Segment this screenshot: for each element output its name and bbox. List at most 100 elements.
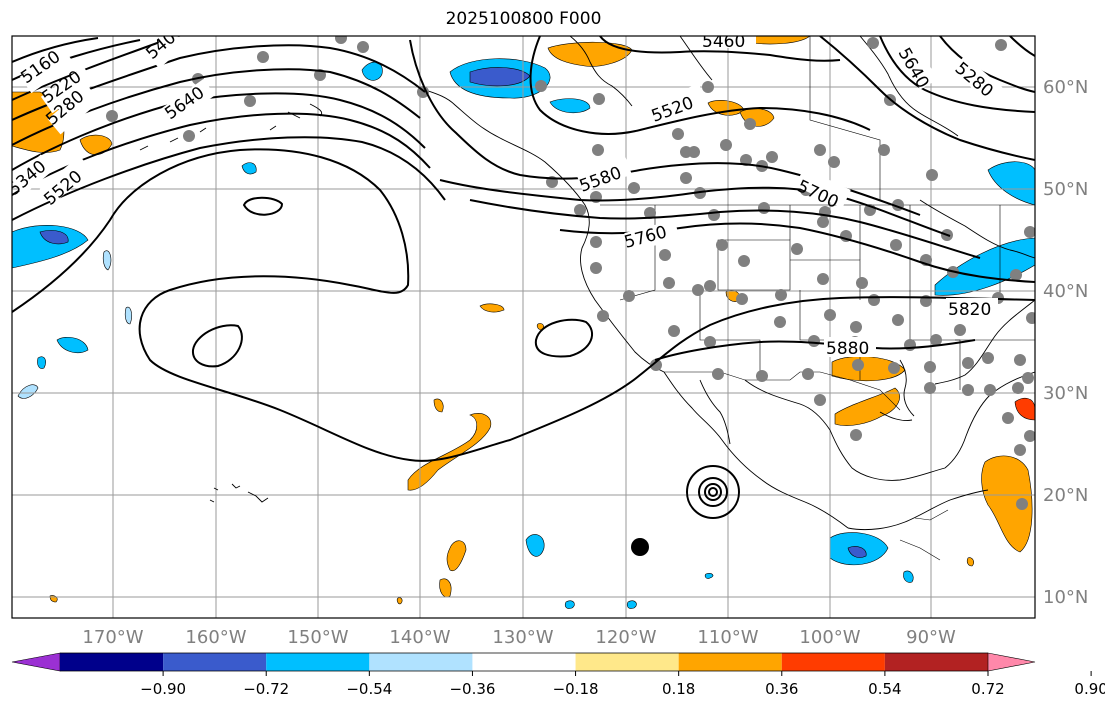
colorbar-tick-label: 0.18 (662, 680, 695, 698)
station-marker (712, 368, 724, 380)
lat-lon-grid (12, 36, 1035, 618)
station-marker (623, 290, 635, 302)
colorbar-extend-high (987, 652, 1036, 672)
station-marker (758, 202, 770, 214)
colorbar-outline (60, 652, 988, 672)
station-marker (592, 144, 604, 156)
station-marker (1014, 354, 1026, 366)
lon-label-140w: 140°W (389, 627, 450, 648)
station-marker (817, 273, 829, 285)
station-marker (183, 130, 195, 142)
station-marker (962, 357, 974, 369)
station-marker (1022, 372, 1034, 384)
lat-label-30n: 30°N (1043, 383, 1088, 404)
colorbar-segment (575, 653, 679, 671)
station-marker (774, 316, 786, 328)
lat-label-10n: 10°N (1043, 587, 1088, 608)
station-marker (716, 239, 728, 251)
station-marker (1002, 412, 1014, 424)
station-marker (1016, 498, 1028, 510)
lon-label-120w: 120°W (595, 627, 656, 648)
station-marker (740, 154, 752, 166)
station-marker (926, 169, 938, 181)
lon-label-110w: 110°W (697, 627, 758, 648)
station-marker (736, 293, 748, 305)
station-marker (1014, 444, 1026, 456)
height-contours (12, 36, 1035, 519)
station-marker (1024, 430, 1035, 442)
lon-label-160w: 160°W (185, 627, 246, 648)
station-marker (590, 236, 602, 248)
station-marker (814, 144, 826, 156)
station-marker (597, 310, 609, 322)
station-marker (244, 95, 256, 107)
station-marker (744, 118, 756, 130)
station-marker (924, 382, 936, 394)
colorbar-segment (472, 653, 576, 671)
station-marker (808, 335, 820, 347)
station-marker (888, 362, 900, 374)
colorbar-tick-label: −0.18 (553, 680, 599, 698)
station-marker (802, 368, 814, 380)
lat-label-60n: 60°N (1043, 77, 1088, 98)
station-marker (650, 359, 662, 371)
colorbar-tick-label: 0.54 (868, 680, 901, 698)
lon-label-170w: 170°W (82, 627, 143, 648)
station-marker (852, 359, 864, 371)
station-marker (984, 384, 996, 396)
station-marker (680, 172, 692, 184)
station-marker (688, 146, 700, 158)
longitude-labels: 170°W 160°W 150°W 140°W 130°W 120°W 110°… (82, 627, 956, 648)
negative-anomaly-shading (12, 58, 1035, 609)
station-marker (954, 324, 966, 336)
map-frame (11, 35, 1036, 619)
lat-label-20n: 20°N (1043, 485, 1088, 506)
station-marker (738, 255, 750, 267)
station-marker (708, 209, 720, 221)
colorbar-segment (884, 653, 988, 671)
storm-center-marker (631, 538, 649, 556)
lat-label-50n: 50°N (1043, 179, 1088, 200)
station-marker (962, 384, 974, 396)
colorbar-segment (266, 653, 370, 671)
station-marker (335, 36, 347, 44)
station-marker (892, 314, 904, 326)
station-marker (593, 93, 605, 105)
station-marker (904, 339, 916, 351)
station-marker (1024, 226, 1035, 238)
colorbar-segment (678, 653, 782, 671)
station-marker (663, 277, 675, 289)
station-marker (628, 182, 640, 194)
station-marker (791, 243, 803, 255)
station-marker (878, 144, 890, 156)
colorbar-tick-label: 0.72 (971, 680, 1004, 698)
colorbar-tick-label: −0.54 (346, 680, 392, 698)
lon-label-130w: 130°W (492, 627, 553, 648)
station-marker (850, 429, 862, 441)
station-marker (535, 80, 547, 92)
station-marker (692, 284, 704, 296)
colorbar-tick-label: −0.90 (140, 680, 186, 698)
lon-label-150w: 150°W (287, 627, 348, 648)
station-marker (702, 81, 714, 93)
station-marker (817, 216, 829, 228)
station-marker (766, 151, 778, 163)
colorbar-tick-label: 0.36 (765, 680, 798, 698)
station-marker (856, 277, 868, 289)
lon-label-90w: 90°W (906, 627, 956, 648)
colorbar-segment (60, 653, 164, 671)
station-marker (868, 294, 880, 306)
station-marker (824, 309, 836, 321)
station-markers (106, 36, 1035, 510)
colorbar-segment (369, 653, 473, 671)
lat-label-40n: 40°N (1043, 281, 1088, 302)
station-marker (668, 325, 680, 337)
station-marker (924, 361, 936, 373)
station-marker (720, 139, 732, 151)
station-marker (867, 37, 879, 49)
station-marker (850, 321, 862, 333)
contour-label-5460: 5460 (702, 32, 745, 52)
map-title: 2025100800 F000 (445, 9, 602, 29)
station-marker (704, 280, 716, 292)
